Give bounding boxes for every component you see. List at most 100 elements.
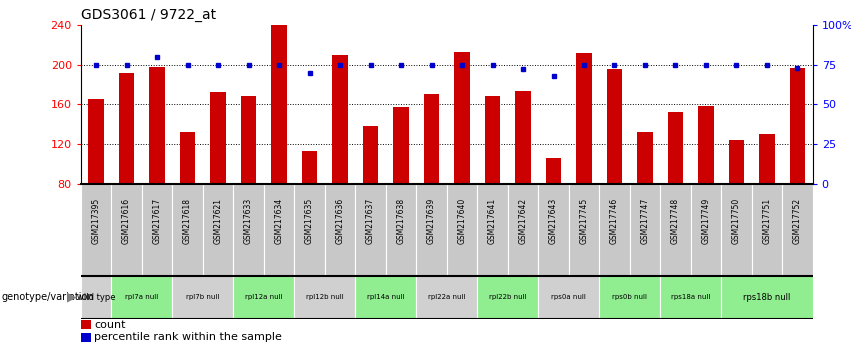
Bar	[210, 92, 226, 184]
Text: rpl22a null: rpl22a null	[428, 295, 465, 300]
Bar	[538, 184, 568, 276]
Text: GSM217746: GSM217746	[610, 198, 619, 244]
Bar	[294, 184, 325, 276]
Text: rpl12b null: rpl12b null	[306, 295, 344, 300]
Bar	[477, 184, 508, 276]
Bar	[660, 276, 721, 319]
Text: GSM217621: GSM217621	[214, 198, 223, 244]
Bar	[386, 184, 416, 276]
Bar	[545, 158, 561, 184]
Text: GSM217749: GSM217749	[701, 198, 711, 244]
Text: count: count	[94, 320, 126, 330]
Bar	[691, 184, 721, 276]
Text: rpl12a null: rpl12a null	[245, 295, 283, 300]
Text: GSM217747: GSM217747	[641, 198, 649, 244]
Text: GSM217751: GSM217751	[762, 198, 772, 244]
Bar	[203, 184, 233, 276]
Bar	[538, 276, 599, 319]
Text: rpl14a null: rpl14a null	[367, 295, 404, 300]
Bar	[172, 184, 203, 276]
Bar	[630, 184, 660, 276]
Bar	[150, 67, 165, 184]
Text: rps0b null: rps0b null	[612, 295, 648, 300]
Bar	[668, 113, 683, 184]
Text: GSM217640: GSM217640	[458, 198, 466, 244]
Bar	[516, 91, 531, 184]
Bar	[142, 184, 172, 276]
Text: GSM217643: GSM217643	[549, 198, 558, 244]
Bar	[447, 184, 477, 276]
Text: GSM217633: GSM217633	[244, 198, 253, 244]
Text: percentile rank within the sample: percentile rank within the sample	[94, 332, 283, 342]
Text: GSM217634: GSM217634	[275, 198, 283, 244]
Bar	[264, 184, 294, 276]
Text: GSM217617: GSM217617	[152, 198, 162, 244]
Bar	[477, 276, 538, 319]
Bar	[233, 276, 294, 319]
Bar	[782, 184, 813, 276]
Bar	[333, 55, 348, 184]
Bar	[111, 184, 142, 276]
Bar	[355, 184, 386, 276]
Bar	[119, 73, 134, 184]
Bar	[599, 276, 660, 319]
Text: rps0a null: rps0a null	[551, 295, 586, 300]
Text: GSM217616: GSM217616	[122, 198, 131, 244]
Text: GSM217618: GSM217618	[183, 198, 192, 244]
Text: GSM217637: GSM217637	[366, 198, 375, 244]
Text: rpl22b null: rpl22b null	[489, 295, 527, 300]
Bar	[294, 276, 356, 319]
Text: rps18b null: rps18b null	[743, 293, 791, 302]
Text: GSM217635: GSM217635	[305, 198, 314, 244]
Bar	[790, 68, 805, 184]
Bar	[637, 132, 653, 184]
Text: rpl7a null: rpl7a null	[125, 295, 158, 300]
Bar	[416, 276, 477, 319]
Text: GSM217642: GSM217642	[518, 198, 528, 244]
Text: GSM217750: GSM217750	[732, 198, 741, 244]
Bar	[180, 132, 195, 184]
Bar	[424, 95, 439, 184]
Bar	[233, 184, 264, 276]
Bar	[721, 276, 813, 319]
Bar	[599, 184, 630, 276]
Text: rps18a null: rps18a null	[671, 295, 711, 300]
Text: GSM217745: GSM217745	[580, 198, 589, 244]
Text: GSM217752: GSM217752	[793, 198, 802, 244]
Bar	[393, 107, 408, 184]
Bar	[728, 140, 744, 184]
Bar	[172, 276, 233, 319]
Text: GSM217748: GSM217748	[671, 198, 680, 244]
Text: GSM217641: GSM217641	[488, 198, 497, 244]
Bar	[416, 184, 447, 276]
Bar	[576, 53, 591, 184]
Text: GSM217395: GSM217395	[92, 198, 100, 244]
Bar	[325, 184, 355, 276]
Bar	[699, 107, 714, 184]
Text: GSM217638: GSM217638	[397, 198, 406, 244]
Bar	[302, 151, 317, 184]
Bar	[607, 69, 622, 184]
Bar	[111, 276, 172, 319]
Text: GSM217636: GSM217636	[335, 198, 345, 244]
Bar	[89, 99, 104, 184]
Bar	[721, 184, 751, 276]
Bar	[271, 25, 287, 184]
Text: rpl7b null: rpl7b null	[186, 295, 220, 300]
Text: ▶: ▶	[67, 291, 77, 304]
Bar	[81, 184, 111, 276]
Bar	[363, 126, 378, 184]
Bar	[568, 184, 599, 276]
Bar	[241, 96, 256, 184]
Text: GDS3061 / 9722_at: GDS3061 / 9722_at	[81, 8, 216, 22]
Bar	[355, 276, 416, 319]
Bar	[485, 96, 500, 184]
Bar	[454, 52, 470, 184]
Bar	[660, 184, 691, 276]
Bar	[508, 184, 538, 276]
Text: GSM217639: GSM217639	[427, 198, 436, 244]
Bar	[751, 184, 782, 276]
Text: genotype/variation: genotype/variation	[2, 292, 94, 302]
Bar	[759, 134, 774, 184]
Bar	[81, 276, 111, 319]
